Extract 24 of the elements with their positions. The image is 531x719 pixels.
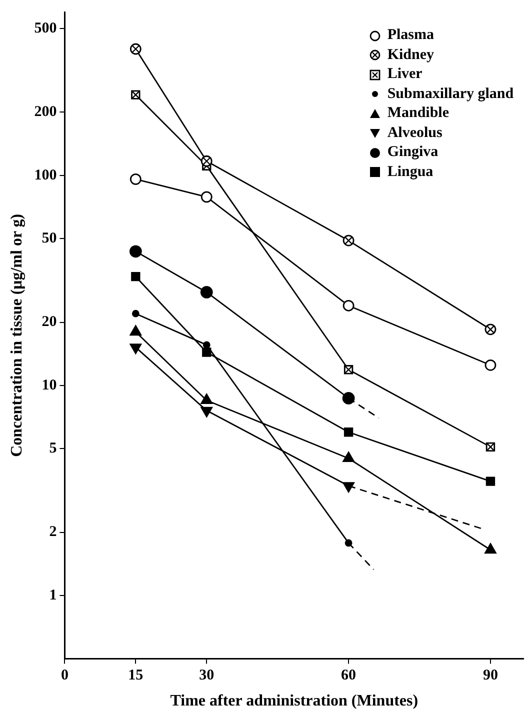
x-tick-label: 0 bbox=[60, 668, 68, 684]
x-tick-label: 15 bbox=[128, 668, 144, 684]
legend-label: Submaxillary gland bbox=[387, 84, 514, 104]
legend-label: Gingiva bbox=[387, 143, 438, 162]
y-tick-label: 20 bbox=[42, 314, 57, 330]
y-tick-label: 2 bbox=[49, 524, 57, 540]
legend-label: Plasma bbox=[387, 26, 434, 45]
x-axis-title: Time after administration (Minutes) bbox=[170, 692, 418, 710]
y-tick-label: 10 bbox=[42, 377, 57, 394]
y-axis-title: Concentration in tissue (μg/ml or g) bbox=[8, 214, 26, 457]
legend-label: Lingua bbox=[387, 162, 434, 182]
legend-label: Liver bbox=[387, 65, 422, 84]
y-tick-label: 100 bbox=[34, 167, 57, 184]
legend-label: Alveolus bbox=[387, 124, 442, 142]
y-tick-label: 500 bbox=[34, 20, 57, 37]
x-tick-label: 30 bbox=[199, 668, 214, 684]
y-tick-label: 1 bbox=[49, 587, 57, 604]
y-tick-label: 200 bbox=[34, 104, 57, 120]
y-tick-label: 5 bbox=[49, 440, 57, 457]
legend-label: Kidney bbox=[387, 46, 434, 64]
x-tick-label: 90 bbox=[482, 668, 498, 684]
y-tick-label: 50 bbox=[42, 230, 57, 247]
legend-label: Mandible bbox=[387, 104, 449, 123]
x-tick-label: 60 bbox=[341, 668, 356, 684]
